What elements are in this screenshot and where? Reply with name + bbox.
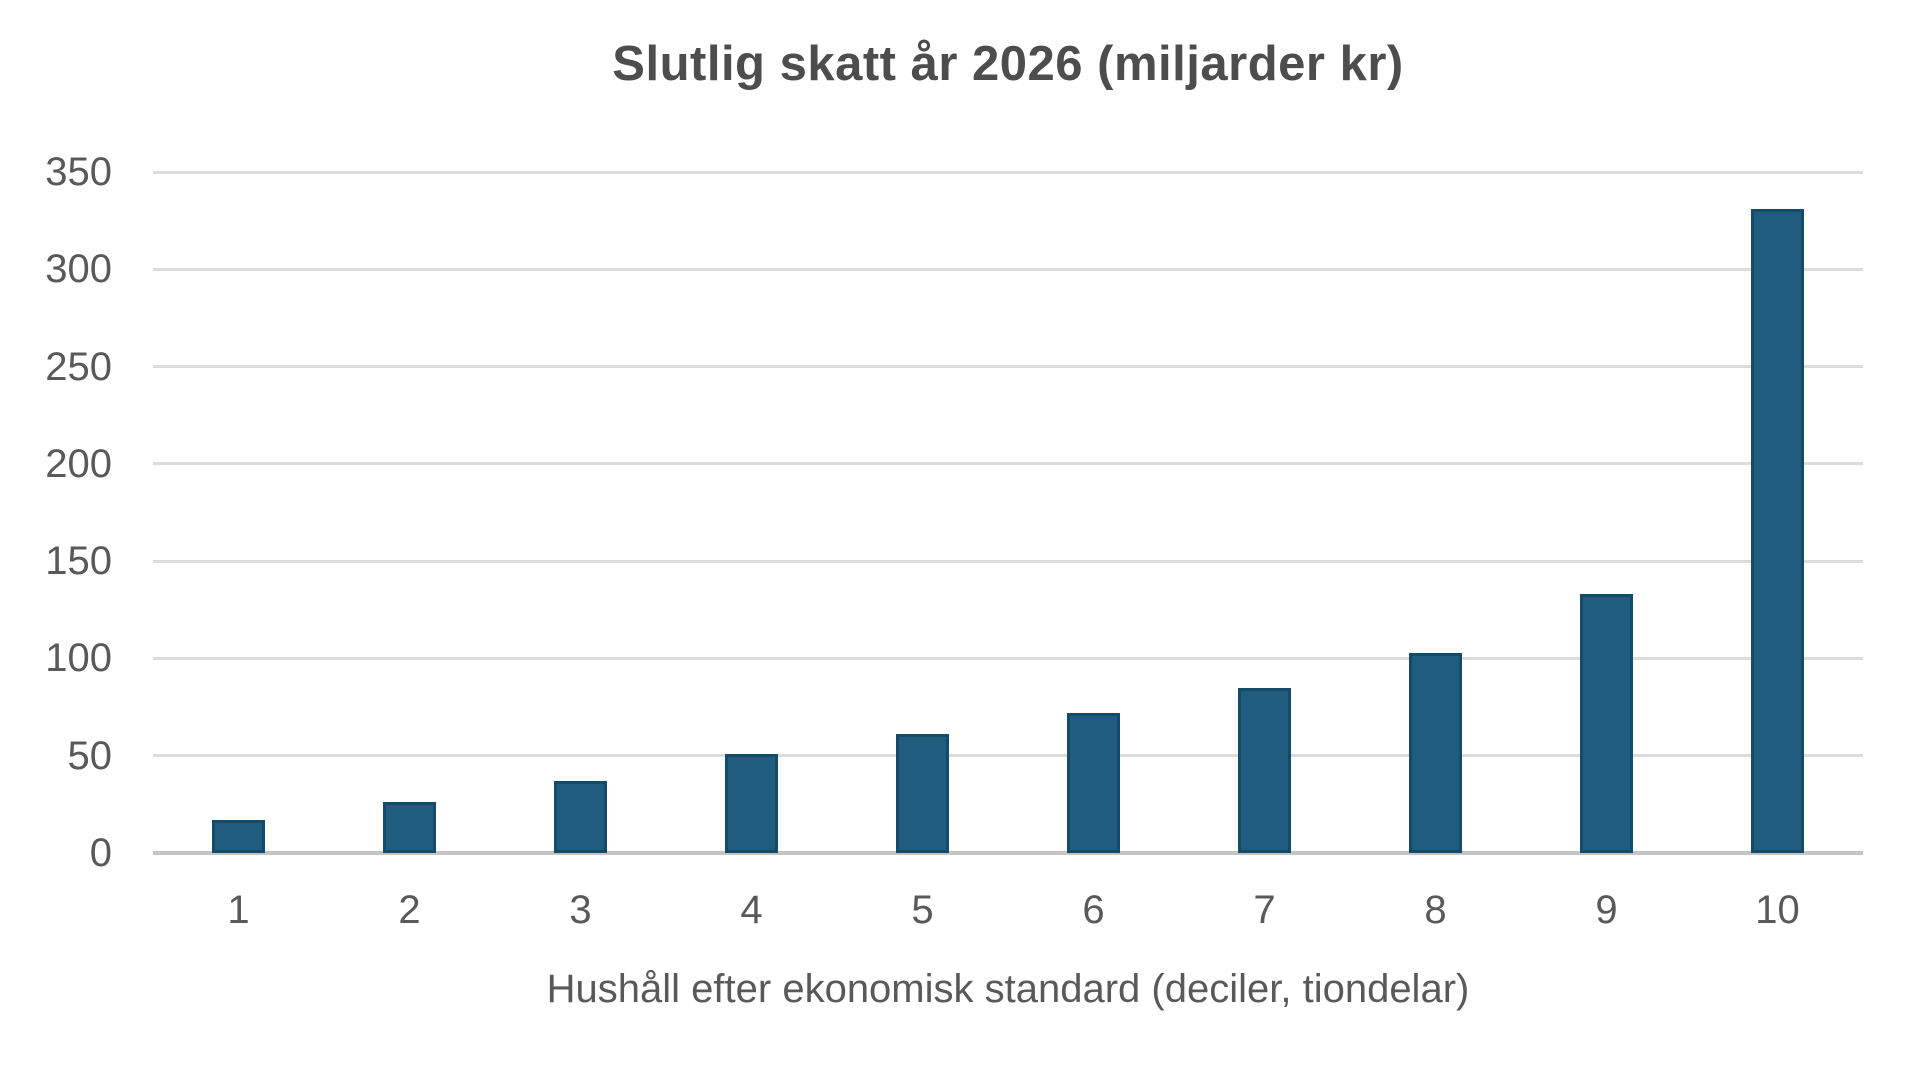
- bar-decile-4: [725, 754, 778, 853]
- y-tick-label-300: 300: [45, 247, 112, 292]
- y-tick-label-0: 0: [89, 831, 112, 875]
- bar-decile-9: [1580, 594, 1633, 853]
- gridline-150: [153, 559, 1863, 563]
- y-tick-label-100: 100: [45, 636, 112, 681]
- bar-decile-3: [554, 781, 607, 853]
- chart-title: Slutlig skatt år 2026 (miljarder kr): [612, 37, 1404, 91]
- x-tick-label-4: 4: [740, 888, 763, 932]
- y-tick-label-250: 250: [45, 344, 112, 389]
- x-tick-label-2: 2: [398, 888, 421, 932]
- gridline-300: [153, 267, 1863, 271]
- x-tick-label-6: 6: [1082, 888, 1105, 932]
- gridline-100: [153, 656, 1863, 660]
- bar-decile-10: [1751, 209, 1804, 853]
- x-tick-label-3: 3: [569, 888, 592, 932]
- y-tick-label-50: 50: [67, 733, 113, 778]
- x-tick-label-10: 10: [1755, 888, 1800, 932]
- x-axis-title: Hushåll efter ekonomisk standard (decile…: [546, 967, 1470, 1011]
- gridline-250: [153, 365, 1863, 369]
- y-tick-label-350: 350: [45, 150, 112, 194]
- x-axis-line: [153, 851, 1863, 855]
- y-tick-label-200: 200: [45, 441, 112, 486]
- bar-decile-7: [1238, 688, 1291, 853]
- bar-decile-8: [1409, 653, 1462, 853]
- bar-decile-5: [896, 734, 949, 853]
- bar-decile-1: [212, 820, 265, 853]
- gridline-50: [153, 754, 1863, 758]
- x-tick-label-9: 9: [1595, 888, 1618, 932]
- gridline-350: [153, 170, 1863, 174]
- x-tick-label-8: 8: [1424, 888, 1447, 932]
- bar-decile-2: [383, 802, 436, 853]
- bar-decile-6: [1067, 713, 1120, 853]
- x-tick-label-5: 5: [911, 888, 934, 932]
- y-tick-label-150: 150: [45, 539, 112, 584]
- x-tick-label-7: 7: [1253, 888, 1276, 932]
- gridline-200: [153, 462, 1863, 466]
- x-tick-label-1: 1: [227, 888, 250, 932]
